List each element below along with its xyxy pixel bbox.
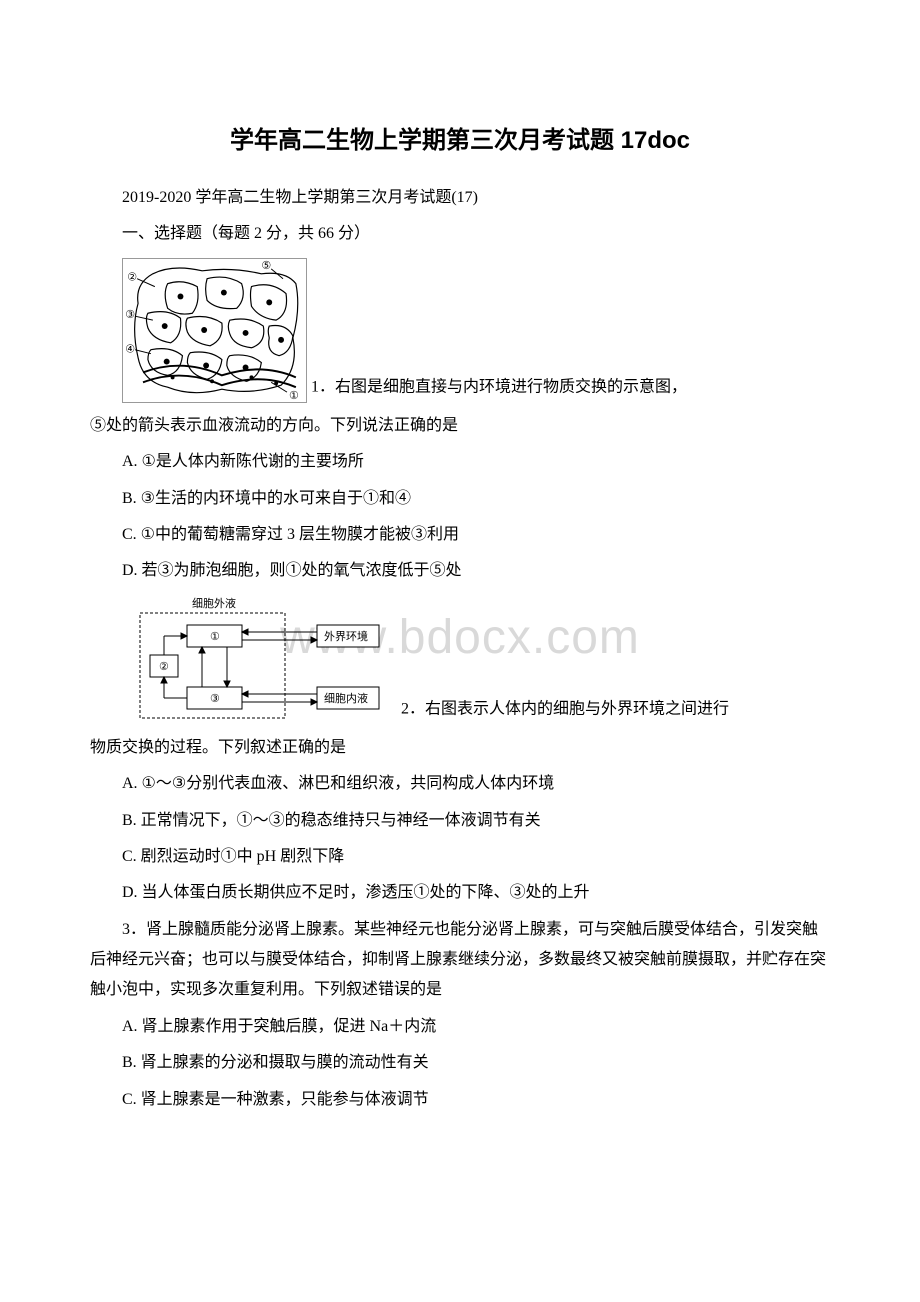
- flow-box-2: ②: [159, 661, 169, 673]
- flow-top-label: 细胞外液: [192, 596, 236, 610]
- q2-option-c: C. 剧烈运动时①中 pH 剧烈下降: [90, 842, 830, 872]
- page-title: 学年高二生物上学期第三次月考试题 17doc: [90, 120, 830, 155]
- q2-option-b: B. 正常情况下，①～③的稳态维持只与神经一体液调节有关: [90, 806, 830, 836]
- label-4: ④: [125, 343, 135, 355]
- q1-figure-row: ② ③ ④ ⑤ ① 1．右图是细胞直接与内环境进行物质交换的示意图，: [90, 258, 830, 403]
- label-3: ③: [125, 309, 135, 321]
- flow-right-top: 外界环境: [324, 629, 368, 643]
- q3-option-b: B. 肾上腺素的分泌和摄取与膜的流动性有关: [90, 1048, 830, 1078]
- flow-box-3: ③: [210, 693, 220, 705]
- q2-prompt-part2: 物质交换的过程。下列叙述正确的是: [90, 733, 830, 763]
- q2-option-d: D. 当人体蛋白质长期供应不足时，渗透压①处的下降、③处的上升: [90, 878, 830, 908]
- section-header: 一、选择题（每题 2 分，共 66 分）: [90, 219, 830, 249]
- q1-option-c: C. ①中的葡萄糖需穿过 3 层生物膜才能被③利用: [90, 520, 830, 550]
- q2-option-a: A. ①～③分别代表血液、淋巴和组织液，共同构成人体内环境: [90, 769, 830, 799]
- label-5: ⑤: [261, 260, 271, 272]
- flow-diagram: 细胞外液 ① ② ③ 外界环境 细胞内液: [122, 595, 397, 725]
- q1-option-b: B. ③生活的内环境中的水可来自于①和④: [90, 484, 830, 514]
- q3-prompt: 3．肾上腺髓质能分泌肾上腺素。某些神经元也能分泌肾上腺素，可与突触后膜受体结合，…: [90, 915, 830, 1006]
- q2-figure-row: 细胞外液 ① ② ③ 外界环境 细胞内液: [90, 595, 830, 725]
- q1-option-d: D. 若③为肺泡细胞，则①处的氧气浓度低于⑤处: [90, 556, 830, 586]
- q3-option-c: C. 肾上腺素是一种激素，只能参与体液调节: [90, 1085, 830, 1115]
- label-2: ②: [127, 271, 137, 283]
- cell-diagram: ② ③ ④ ⑤ ①: [122, 258, 307, 403]
- flow-right-bottom: 细胞内液: [324, 691, 368, 705]
- q2-prompt-part1: 2．右图表示人体内的细胞与外界环境之间进行: [401, 700, 729, 717]
- flow-box-1: ①: [210, 631, 220, 643]
- q1-option-a: A. ①是人体内新陈代谢的主要场所: [90, 447, 830, 477]
- q1-prompt-part1: 1．右图是细胞直接与内环境进行物质交换的示意图，: [311, 378, 687, 395]
- label-1: ①: [289, 390, 299, 402]
- q1-prompt-part2: ⑤处的箭头表示血液流动的方向。下列说法正确的是: [90, 411, 830, 441]
- subtitle: 2019-2020 学年高二生物上学期第三次月考试题(17): [90, 183, 830, 213]
- q3-option-a: A. 肾上腺素作用于突触后膜，促进 Na＋内流: [90, 1012, 830, 1042]
